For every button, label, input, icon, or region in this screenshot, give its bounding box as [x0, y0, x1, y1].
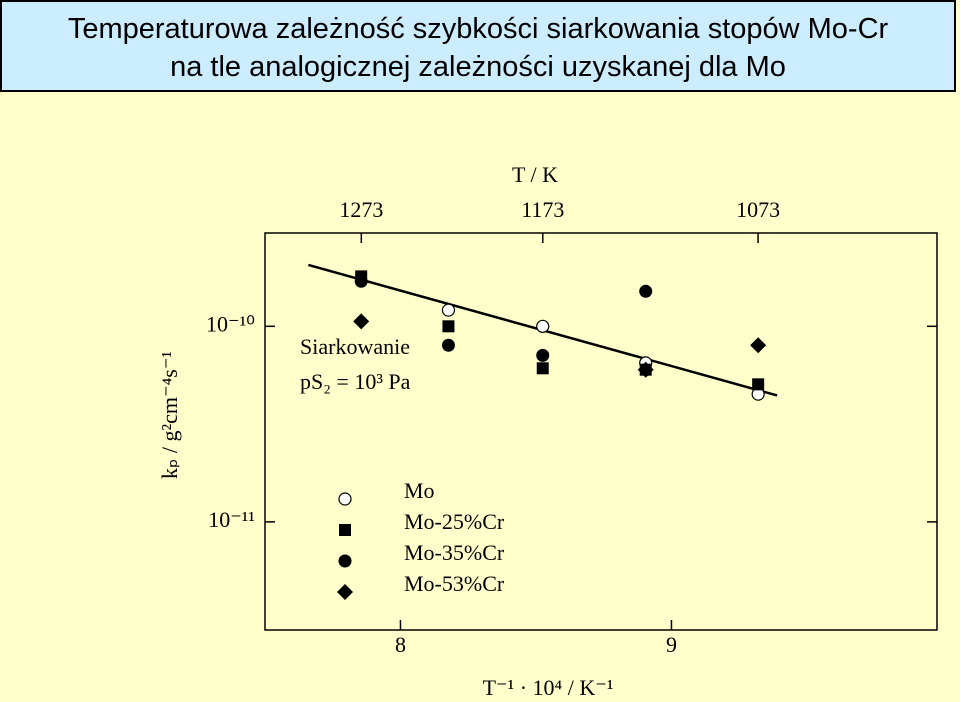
x-axis-label: T⁻¹ · 10⁴ / K⁻¹ — [483, 675, 614, 700]
legend-label: Mo-25%Cr — [404, 509, 505, 534]
x-tick-label: 8 — [395, 632, 406, 657]
legend-marker — [339, 524, 351, 536]
marker — [441, 338, 455, 352]
marker — [637, 361, 654, 378]
x2-axis-label: T / K — [512, 162, 558, 187]
marker — [536, 348, 550, 362]
title-line: Temperaturowa zależność szybkości siarko… — [67, 13, 889, 45]
legend-label: Mo-35%Cr — [404, 540, 505, 565]
annotation: Siarkowanie — [300, 334, 410, 359]
plot-frame — [264, 232, 938, 631]
marker — [536, 362, 549, 375]
y-tick-label: 10⁻¹¹ — [208, 507, 255, 532]
marker — [536, 319, 550, 333]
y-tick-label: 10⁻¹⁰ — [206, 311, 255, 336]
legend-marker — [337, 584, 353, 600]
marker — [752, 378, 765, 391]
title-box: Temperaturowa zależność szybkości siarko… — [0, 0, 956, 92]
x-tick-label: 9 — [666, 632, 677, 657]
legend-marker — [338, 554, 352, 568]
x2-tick-label: 1273 — [339, 197, 383, 222]
marker — [639, 284, 653, 298]
marker — [442, 320, 455, 333]
x2-tick-label: 1173 — [521, 197, 564, 222]
marker — [354, 274, 368, 288]
y-axis-label: kₚ / g²cm⁻⁴s⁻¹ — [157, 351, 182, 479]
marker — [441, 303, 456, 317]
title-line: na tle analogicznej zależności uzyskanej… — [170, 51, 786, 83]
marker — [750, 337, 767, 354]
annotation: pS₂ = 10³ Pa — [300, 369, 411, 394]
marker — [353, 313, 370, 330]
legend-label: Mo-53%Cr — [404, 571, 505, 596]
x2-tick-label: 1073 — [736, 197, 780, 222]
legend-label: Mo — [404, 478, 435, 503]
legend-marker — [338, 492, 352, 506]
